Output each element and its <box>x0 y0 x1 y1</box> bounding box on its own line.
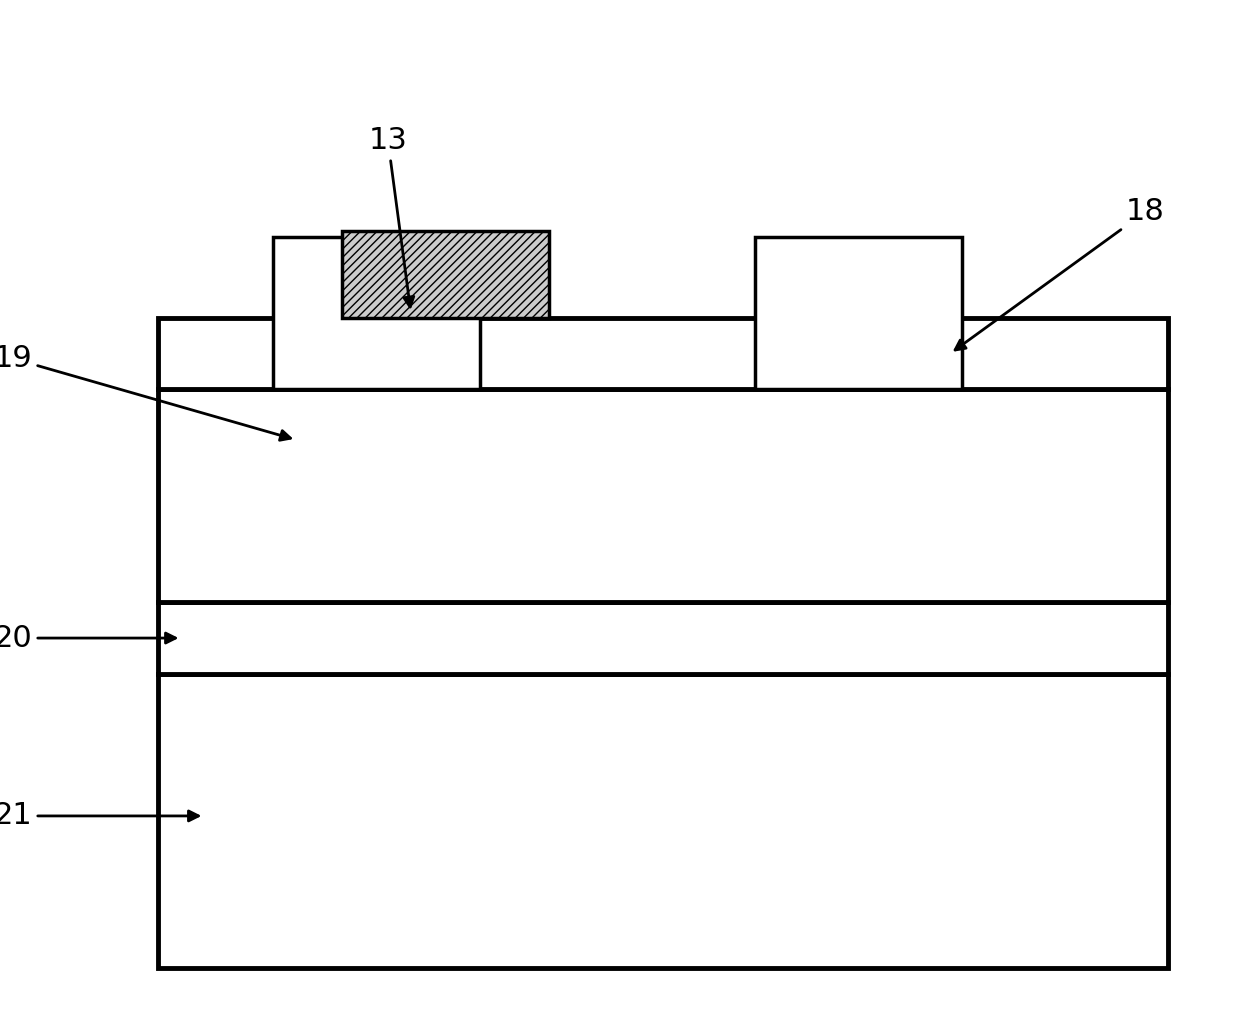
Text: 20: 20 <box>0 623 176 653</box>
Bar <box>159 603 1168 673</box>
Bar <box>159 389 1168 603</box>
Bar <box>342 231 548 318</box>
Bar <box>755 236 962 389</box>
Text: 19: 19 <box>0 344 290 440</box>
Bar <box>159 673 1168 969</box>
Text: 21: 21 <box>0 801 198 831</box>
Bar <box>159 318 1168 389</box>
Text: 18: 18 <box>955 197 1164 350</box>
Text: 13: 13 <box>368 127 414 307</box>
Bar <box>273 236 480 389</box>
